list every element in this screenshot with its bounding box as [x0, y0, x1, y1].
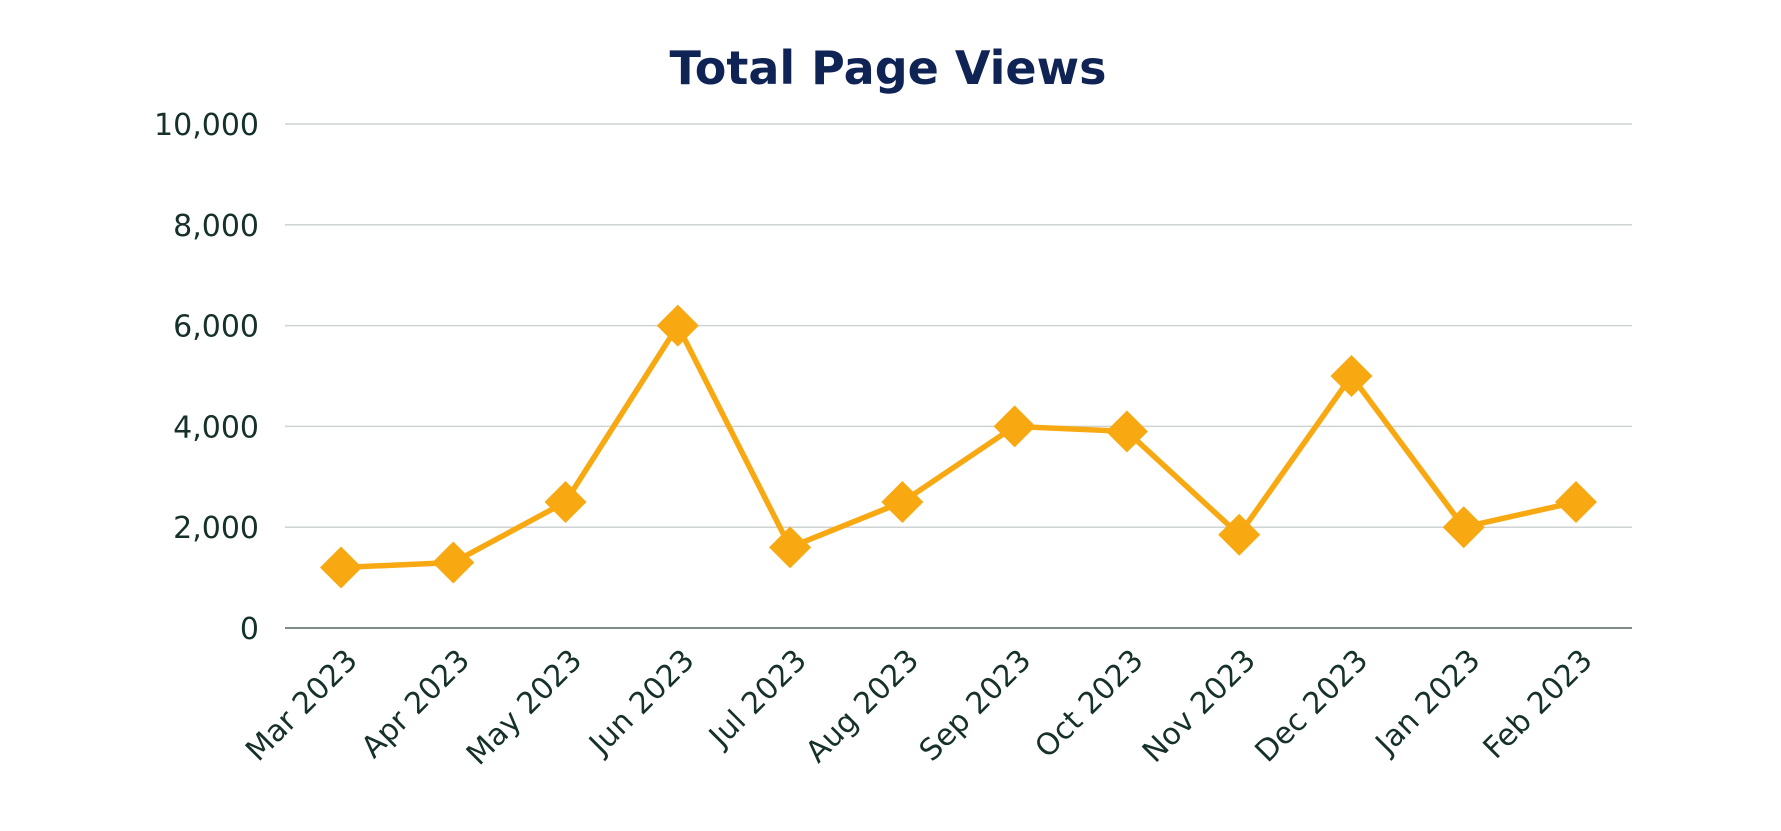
data-point-marker [1330, 355, 1373, 397]
x-tick-label: Jun 2023 [581, 643, 701, 763]
x-tick-label: Sep 2023 [913, 643, 1038, 768]
x-tick-label: Aug 2023 [799, 643, 926, 770]
chart-title: Total Page Views [670, 41, 1107, 95]
x-tick-label: Jan 2023 [1368, 643, 1488, 763]
y-tick-label: 8,000 [173, 209, 259, 244]
data-point-marker [881, 481, 924, 523]
x-tick-label: Apr 2023 [355, 643, 477, 765]
gridlines [285, 123, 1632, 629]
data-point-marker [656, 304, 699, 347]
y-axis: 0 2,000 4,000 6,000 8,000 10,000 [154, 108, 259, 647]
data-point-marker [320, 546, 362, 589]
data-point-marker [432, 541, 475, 584]
series-layer [320, 304, 1597, 589]
x-tick-label: Oct 2023 [1028, 643, 1150, 765]
data-point-marker [1105, 410, 1148, 453]
x-tick-label: May 2023 [460, 643, 589, 772]
x-tick-label: Dec 2023 [1249, 643, 1376, 770]
data-point-marker [769, 526, 812, 569]
data-point-marker [1218, 513, 1261, 556]
y-tick-label: 0 [240, 612, 259, 647]
series-line [338, 322, 1579, 571]
y-tick-label: 6,000 [173, 310, 259, 345]
x-tick-label: Jul 2023 [701, 643, 813, 755]
data-point-marker [544, 481, 587, 523]
y-tick-label: 10,000 [154, 108, 259, 143]
data-point-marker [993, 405, 1036, 448]
data-point-marker [1555, 481, 1597, 523]
x-tick-label: Nov 2023 [1136, 643, 1263, 770]
x-tick-label: Mar 2023 [239, 643, 365, 769]
x-tick-label: Feb 2023 [1477, 643, 1600, 766]
y-tick-label: 4,000 [173, 410, 259, 445]
data-point-marker [1442, 506, 1485, 549]
y-tick-label: 2,000 [173, 511, 259, 546]
